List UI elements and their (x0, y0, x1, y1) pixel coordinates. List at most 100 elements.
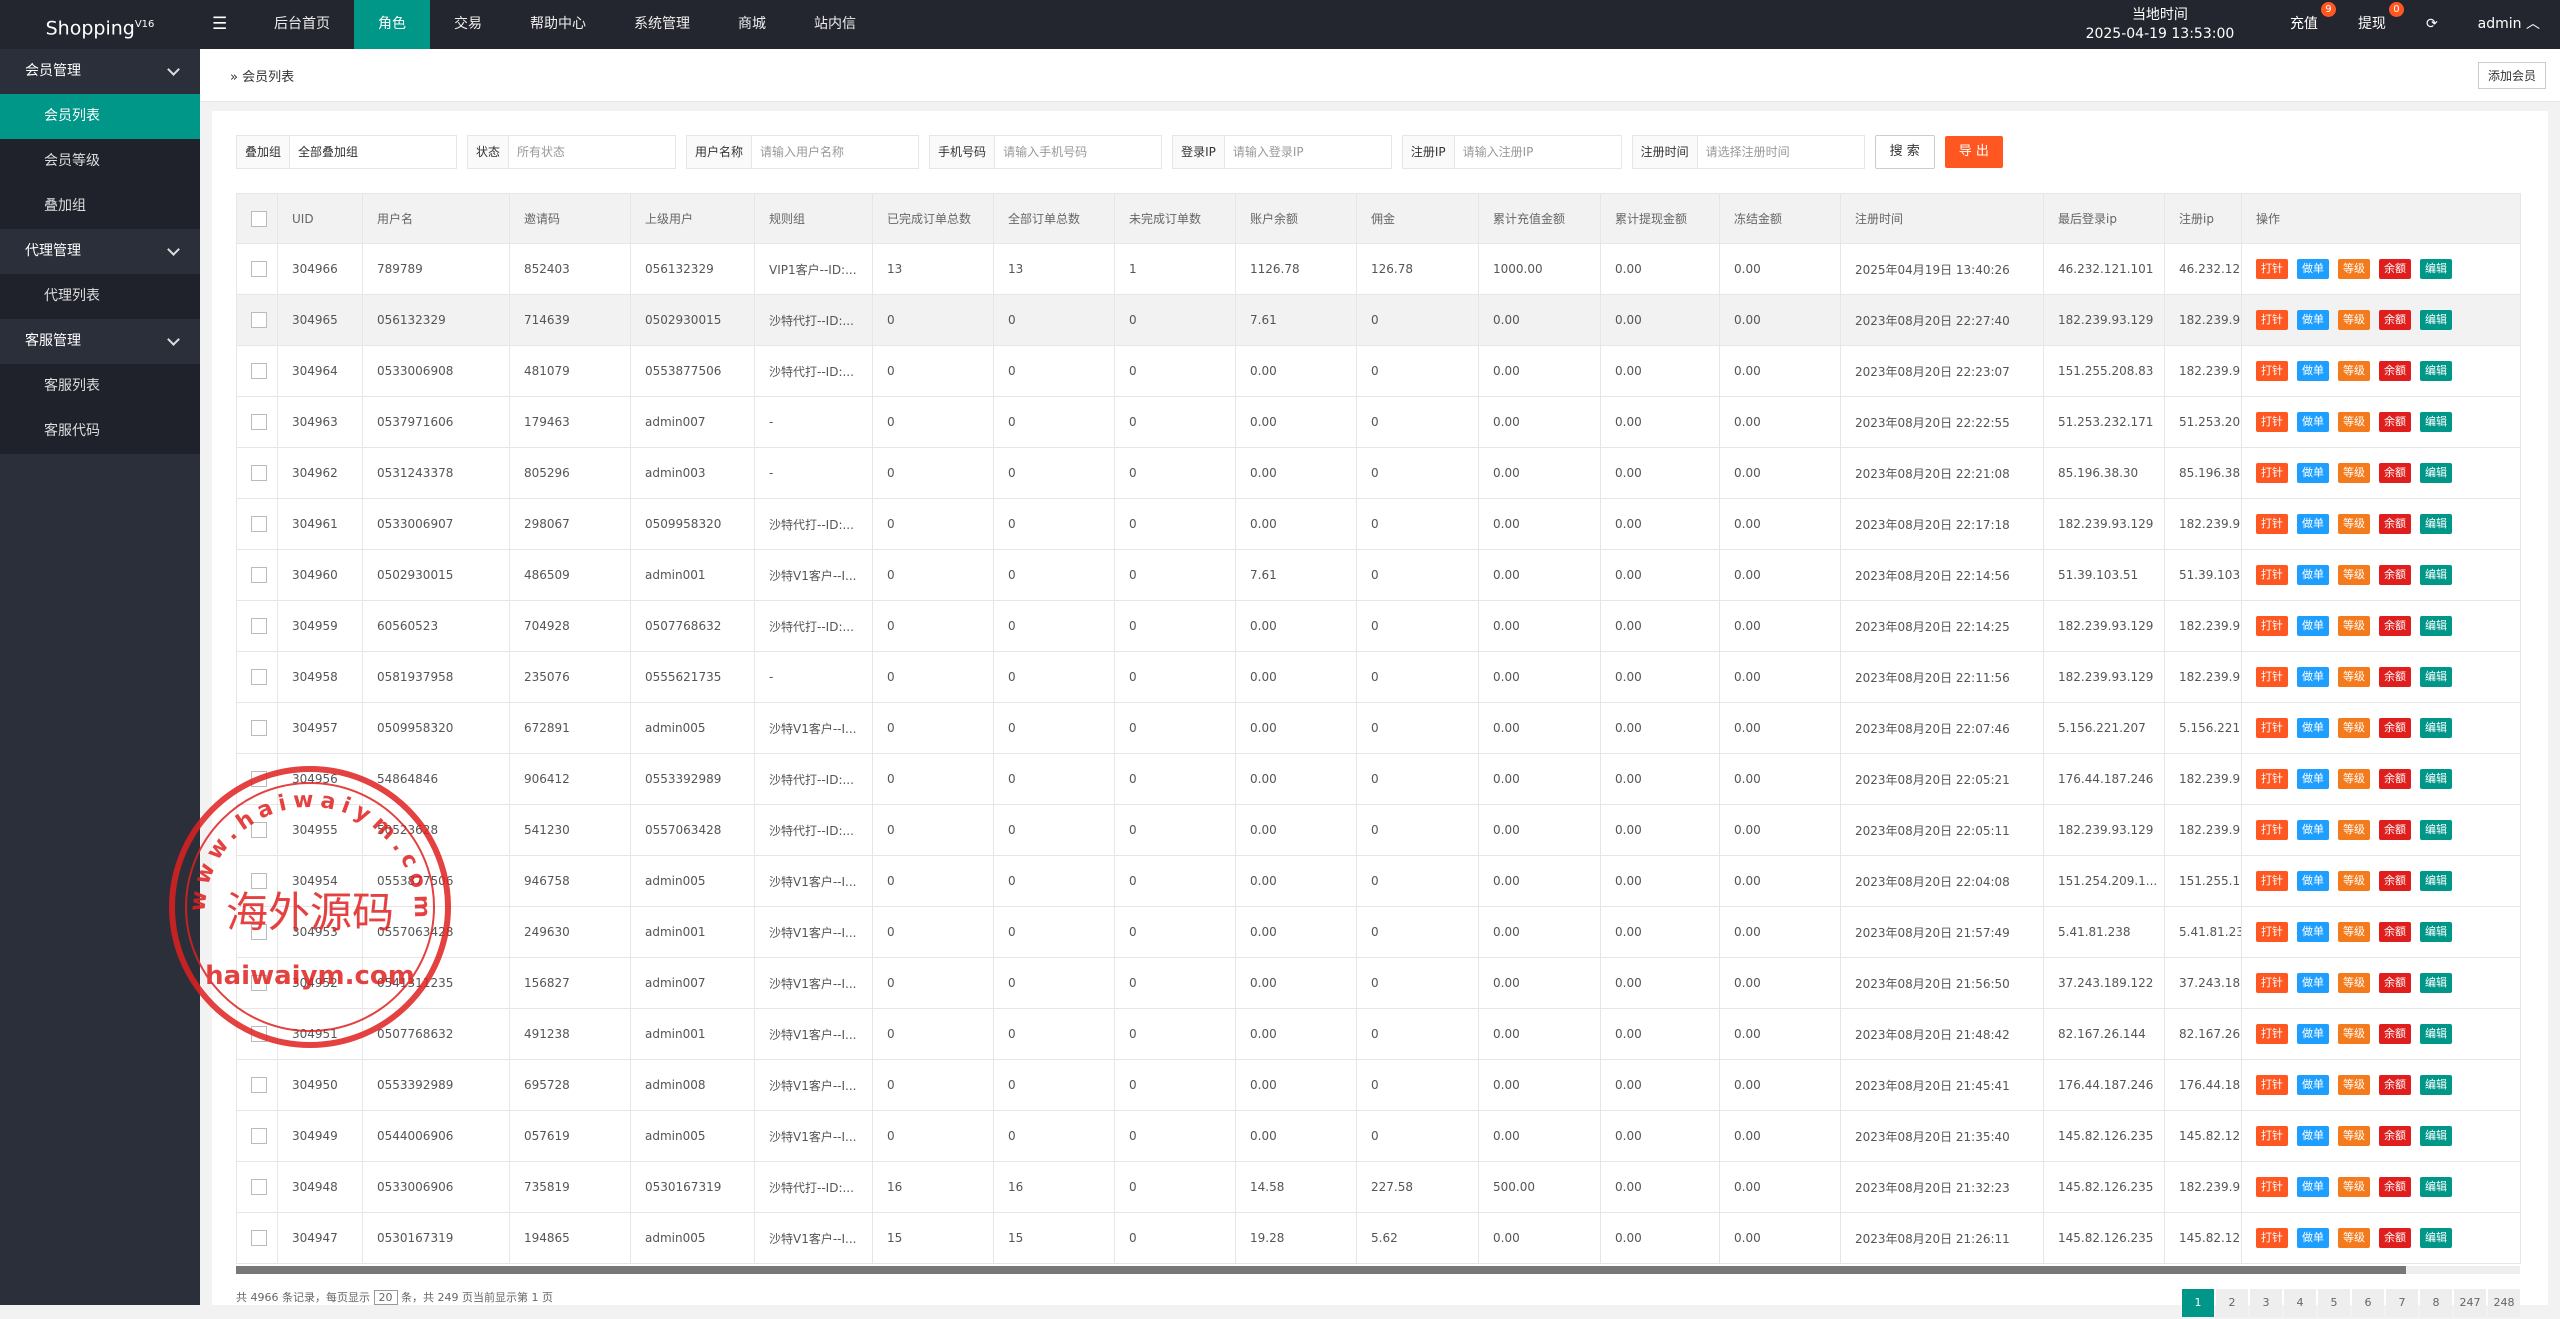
action-button[interactable]: 余额 (2379, 361, 2411, 381)
checkbox[interactable] (251, 924, 267, 940)
checkbox[interactable] (251, 1128, 267, 1144)
action-button[interactable]: 余额 (2379, 922, 2411, 942)
checkbox[interactable] (251, 261, 267, 277)
nav-item[interactable]: 后台首页 (274, 16, 330, 32)
action-button[interactable]: 余额 (2379, 1024, 2411, 1044)
action-button[interactable]: 等级 (2338, 667, 2370, 687)
action-button[interactable]: 打针 (2256, 463, 2288, 483)
checkbox[interactable] (251, 1077, 267, 1093)
action-button[interactable]: 余额 (2379, 1228, 2411, 1248)
checkbox[interactable] (251, 975, 267, 991)
action-button[interactable]: 等级 (2338, 565, 2370, 585)
action-button[interactable]: 做单 (2297, 973, 2329, 993)
action-button[interactable]: 编辑 (2420, 718, 2452, 738)
action-button[interactable]: 编辑 (2420, 565, 2452, 585)
page-button[interactable]: 6 (2352, 1289, 2384, 1317)
checkbox[interactable] (251, 312, 267, 328)
action-button[interactable]: 做单 (2297, 565, 2329, 585)
menu-item[interactable]: 客服列表 (0, 364, 200, 409)
nav-item[interactable]: 交易 (454, 16, 482, 32)
action-button[interactable]: 做单 (2297, 616, 2329, 636)
action-button[interactable]: 余额 (2379, 871, 2411, 891)
filter-input[interactable]: 请选择注册时间 (1705, 145, 1790, 159)
scroll-thumb[interactable] (236, 1266, 2406, 1274)
menu-item[interactable]: 客服代码 (0, 409, 200, 454)
action-button[interactable]: 等级 (2338, 922, 2370, 942)
action-button[interactable]: 做单 (2297, 1126, 2329, 1146)
action-button[interactable]: 编辑 (2420, 667, 2452, 687)
menu-item[interactable]: 代理列表 (0, 274, 200, 319)
nav-item[interactable]: 角色 (354, 0, 430, 49)
action-button[interactable]: 做单 (2297, 361, 2329, 381)
withdraw[interactable]: 提现 0 (2338, 0, 2406, 49)
action-button[interactable]: 打针 (2256, 1024, 2288, 1044)
nav-item[interactable]: 站内信 (814, 16, 856, 32)
action-button[interactable]: 做单 (2297, 514, 2329, 534)
action-button[interactable]: 做单 (2297, 310, 2329, 330)
action-button[interactable]: 打针 (2256, 259, 2288, 279)
filter-input[interactable]: 请输入手机号码 (1003, 145, 1088, 159)
action-button[interactable]: 等级 (2338, 871, 2370, 891)
action-button[interactable]: 打针 (2256, 1075, 2288, 1095)
action-button[interactable]: 编辑 (2420, 361, 2452, 381)
action-button[interactable]: 编辑 (2420, 973, 2452, 993)
action-button[interactable]: 打针 (2256, 922, 2288, 942)
filter-input[interactable]: 请输入用户名称 (760, 145, 845, 159)
action-button[interactable]: 打针 (2256, 361, 2288, 381)
page-button[interactable]: 2 (2216, 1289, 2248, 1317)
action-button[interactable]: 余额 (2379, 412, 2411, 432)
action-button[interactable]: 做单 (2297, 871, 2329, 891)
action-button[interactable]: 编辑 (2420, 922, 2452, 942)
action-button[interactable]: 余额 (2379, 1177, 2411, 1197)
nav-item[interactable]: 商城 (738, 16, 766, 32)
action-button[interactable]: 做单 (2297, 1075, 2329, 1095)
action-button[interactable]: 等级 (2338, 1177, 2370, 1197)
action-button[interactable]: 打针 (2256, 667, 2288, 687)
checkbox[interactable] (251, 873, 267, 889)
action-button[interactable]: 等级 (2338, 1228, 2370, 1248)
checkbox[interactable] (251, 720, 267, 736)
action-button[interactable]: 打针 (2256, 310, 2288, 330)
scrollbar[interactable] (236, 1266, 2520, 1274)
filter-input[interactable]: 所有状态 (517, 145, 566, 159)
search-button[interactable]: 搜 索 (1874, 135, 1935, 169)
action-button[interactable]: 编辑 (2420, 1075, 2452, 1095)
action-button[interactable]: 打针 (2256, 412, 2288, 432)
filter-input[interactable]: 全部叠加组 (298, 145, 359, 159)
action-button[interactable]: 余额 (2379, 514, 2411, 534)
action-button[interactable]: 编辑 (2420, 871, 2452, 891)
page-button[interactable]: 247 (2454, 1289, 2486, 1317)
checkbox[interactable] (251, 822, 267, 838)
menu-group[interactable]: 客服管理 (0, 319, 200, 364)
action-button[interactable]: 编辑 (2420, 1228, 2452, 1248)
checkbox[interactable] (251, 1179, 267, 1195)
checkbox[interactable] (251, 414, 267, 430)
menu-item[interactable]: 会员列表 (0, 94, 200, 139)
action-button[interactable]: 打针 (2256, 820, 2288, 840)
nav-item[interactable]: 系统管理 (634, 16, 690, 32)
action-button[interactable]: 打针 (2256, 616, 2288, 636)
menu-group[interactable]: 代理管理 (0, 229, 200, 274)
action-button[interactable]: 等级 (2338, 820, 2370, 840)
page-button[interactable]: 5 (2318, 1289, 2350, 1317)
action-button[interactable]: 做单 (2297, 718, 2329, 738)
refresh[interactable]: ⟳ (2425, 16, 2438, 32)
action-button[interactable]: 打针 (2256, 565, 2288, 585)
action-button[interactable]: 编辑 (2420, 820, 2452, 840)
action-button[interactable]: 等级 (2338, 463, 2370, 483)
filter-input[interactable]: 请输入登录IP (1232, 145, 1304, 159)
action-button[interactable]: 做单 (2297, 820, 2329, 840)
action-button[interactable]: 等级 (2338, 1075, 2370, 1095)
action-button[interactable]: 编辑 (2420, 463, 2452, 483)
action-button[interactable]: 余额 (2379, 769, 2411, 789)
action-button[interactable]: 做单 (2297, 259, 2329, 279)
action-button[interactable]: 余额 (2379, 667, 2411, 687)
checkbox[interactable] (251, 618, 267, 634)
action-button[interactable]: 打针 (2256, 973, 2288, 993)
action-button[interactable]: 做单 (2297, 769, 2329, 789)
action-button[interactable]: 打针 (2256, 718, 2288, 738)
action-button[interactable]: 编辑 (2420, 310, 2452, 330)
action-button[interactable]: 等级 (2338, 1126, 2370, 1146)
action-button[interactable]: 余额 (2379, 1126, 2411, 1146)
action-button[interactable]: 做单 (2297, 1177, 2329, 1197)
